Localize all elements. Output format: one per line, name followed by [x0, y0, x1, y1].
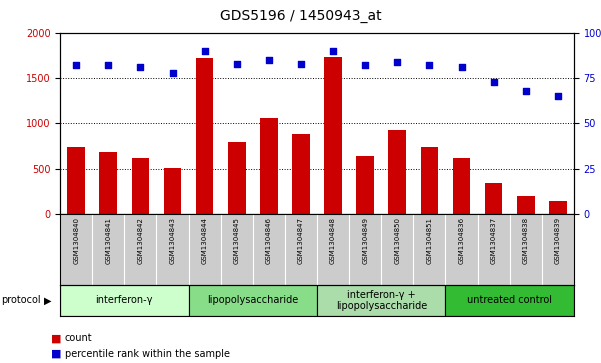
Text: GSM1304842: GSM1304842	[138, 217, 144, 264]
Text: GSM1304850: GSM1304850	[394, 217, 400, 264]
Bar	[485, 183, 502, 214]
Text: GSM1304847: GSM1304847	[298, 217, 304, 264]
Text: lipopolysaccharide: lipopolysaccharide	[207, 295, 299, 305]
Text: GSM1304849: GSM1304849	[362, 217, 368, 264]
Bar	[453, 158, 471, 214]
Text: GSM1304844: GSM1304844	[201, 217, 207, 264]
Text: interferon-γ: interferon-γ	[96, 295, 153, 305]
Text: GDS5196 / 1450943_at: GDS5196 / 1450943_at	[220, 9, 381, 23]
Point	[103, 62, 113, 68]
Point	[264, 57, 273, 63]
Text: protocol: protocol	[1, 295, 41, 305]
Bar	[99, 152, 117, 214]
Bar	[292, 134, 310, 214]
Point	[489, 79, 498, 85]
Text: untreated control: untreated control	[467, 295, 552, 305]
Text: GSM1304841: GSM1304841	[105, 217, 111, 264]
Bar	[189, 285, 317, 316]
Text: ▶: ▶	[44, 295, 51, 305]
Text: count: count	[65, 333, 93, 343]
Text: GSM1304848: GSM1304848	[330, 217, 336, 264]
Text: ■: ■	[51, 333, 61, 343]
Text: percentile rank within the sample: percentile rank within the sample	[65, 349, 230, 359]
Text: GSM1304845: GSM1304845	[234, 217, 240, 264]
Text: GSM1304836: GSM1304836	[459, 217, 465, 264]
Text: GSM1304839: GSM1304839	[555, 217, 561, 264]
Point	[457, 64, 466, 70]
Text: GSM1304840: GSM1304840	[73, 217, 79, 264]
Point	[328, 48, 338, 54]
Bar	[317, 285, 445, 316]
Text: GSM1304837: GSM1304837	[490, 217, 496, 264]
Point	[200, 48, 209, 54]
Bar	[163, 168, 182, 214]
Bar	[549, 200, 567, 214]
Text: GSM1304846: GSM1304846	[266, 217, 272, 264]
Point	[136, 64, 145, 70]
Point	[72, 62, 81, 68]
Point	[232, 61, 242, 66]
Bar	[445, 285, 574, 316]
Text: GSM1304851: GSM1304851	[427, 217, 433, 264]
Bar	[228, 142, 246, 214]
Bar	[325, 57, 342, 214]
Bar	[132, 158, 149, 214]
Text: interferon-γ +
lipopolysaccharide: interferon-γ + lipopolysaccharide	[335, 290, 427, 311]
Text: GSM1304843: GSM1304843	[169, 217, 175, 264]
Point	[168, 70, 177, 76]
Bar	[67, 147, 85, 214]
Bar	[60, 285, 189, 316]
Point	[392, 59, 402, 65]
Text: ■: ■	[51, 349, 61, 359]
Bar	[260, 118, 278, 214]
Bar	[388, 130, 406, 214]
Bar	[421, 147, 438, 214]
Bar	[517, 196, 535, 214]
Point	[361, 62, 370, 68]
Point	[425, 62, 435, 68]
Bar	[196, 58, 213, 214]
Bar	[356, 156, 374, 214]
Point	[521, 88, 531, 94]
Text: GSM1304838: GSM1304838	[523, 217, 529, 264]
Point	[296, 61, 306, 66]
Point	[553, 93, 563, 99]
